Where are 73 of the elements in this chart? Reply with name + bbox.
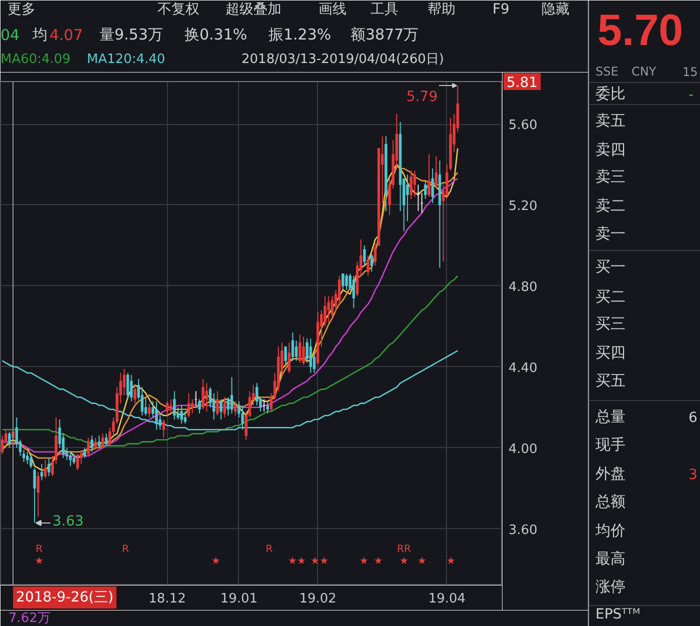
text: 振1.23%	[268, 26, 332, 44]
text: 买四	[596, 344, 626, 362]
text: 买二	[596, 288, 626, 306]
text: MA120:4.40	[86, 52, 166, 67]
annotation: 5.79	[406, 89, 438, 106]
text: 超级叠加	[226, 2, 282, 18]
text: 画线	[318, 2, 346, 18]
text: 7.62万	[8, 611, 50, 626]
text: 买一	[596, 258, 626, 276]
text: 总量	[594, 408, 626, 426]
annotation: ★★	[288, 556, 306, 567]
y-tick-label: 5.60	[508, 118, 538, 134]
text: 卖五	[596, 112, 626, 130]
text: 总额	[594, 492, 626, 510]
text: 换0.31%	[184, 26, 248, 44]
text: F9	[492, 2, 510, 18]
text: 均价	[594, 522, 626, 540]
text: 6	[688, 410, 698, 426]
annotation: ★	[374, 556, 383, 567]
x-tick-label: 18.12	[148, 592, 186, 606]
text: 15	[682, 65, 698, 79]
text: 隐藏	[542, 2, 570, 18]
text: 额3877万	[350, 26, 419, 44]
annotation: R	[266, 544, 273, 555]
text: 量9.53万	[100, 26, 163, 44]
text: 外盘	[596, 464, 626, 482]
annotation: ★	[310, 556, 320, 567]
text: 买五	[596, 372, 626, 390]
y-tick-label: 4.00	[508, 442, 538, 457]
annotation: R	[36, 544, 43, 555]
annotation: ★	[34, 556, 44, 567]
text: 买三	[596, 314, 626, 332]
text: -	[688, 87, 694, 103]
text: 帮助	[428, 2, 456, 18]
annotation: 3.63	[52, 514, 84, 530]
text: 2018-9-26(三)	[16, 590, 114, 606]
text: 卖三	[596, 168, 626, 186]
text: 均	[32, 26, 48, 44]
text: 最高	[596, 550, 626, 568]
y-tick-label: 4.80	[508, 280, 538, 295]
annotation: R	[122, 544, 130, 555]
text: 2018/03/13-2019/04/04(260日)	[242, 52, 444, 67]
annotation: ★	[418, 556, 427, 567]
x-tick-label: 19.02	[299, 592, 336, 606]
annotation: ★	[211, 556, 220, 567]
text: 卖二	[596, 196, 626, 214]
text: 更多	[8, 2, 36, 18]
text: 不复权	[158, 2, 200, 18]
annotation: ★	[359, 556, 368, 567]
ref-line-label: 5.81	[506, 75, 538, 91]
text: CNY	[632, 64, 657, 78]
text: 涨停	[596, 578, 626, 596]
y-tick-label: 4.40	[508, 360, 538, 376]
text: 5.70	[598, 6, 684, 55]
text: 现手	[596, 436, 626, 454]
text: SSE	[596, 64, 618, 78]
y-tick-label: 5.20	[508, 198, 538, 214]
annotation: RR	[397, 544, 411, 555]
y-tick-label: 3.60	[508, 522, 538, 538]
text: 卖一	[596, 224, 626, 242]
text: 委比	[596, 84, 626, 102]
x-tick-label: 19.04	[428, 592, 466, 606]
text: EPSᵀᵀᴹ	[596, 606, 640, 622]
annotation: ★	[400, 556, 409, 567]
text: 卖四	[596, 140, 626, 158]
text: MA60:4.09	[0, 52, 70, 67]
annotation: ★	[320, 556, 329, 567]
x-tick-label: 19.01	[220, 592, 258, 606]
text: 3	[688, 467, 698, 483]
text: 4.07	[50, 26, 83, 44]
text: 工具	[370, 2, 398, 18]
text: 04	[0, 26, 20, 44]
annotation: ★	[446, 556, 456, 567]
